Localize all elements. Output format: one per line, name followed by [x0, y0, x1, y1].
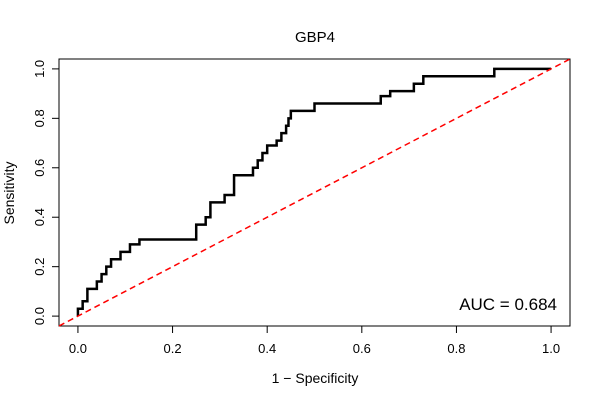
- x-axis-label: 1 − Specificity: [272, 370, 359, 386]
- y-tick-label: 0.2: [32, 258, 47, 276]
- auc-annotation: AUC = 0.684: [459, 295, 557, 314]
- x-tick-label: 1.0: [542, 341, 560, 356]
- y-axis: 0.0 0.2 0.4 0.6 0.8 1.0: [32, 60, 60, 325]
- y-axis-label: Sensitivity: [1, 161, 17, 224]
- y-tick-label: 0.6: [32, 159, 47, 177]
- y-tick-label: 1.0: [32, 60, 47, 78]
- x-tick-label: 0.8: [447, 341, 465, 356]
- series-layer: [58, 58, 571, 327]
- chart-title: GBP4: [295, 29, 335, 46]
- y-tick-label: 0.4: [32, 208, 47, 226]
- x-tick-label: 0.6: [353, 341, 371, 356]
- roc-curve: [76, 67, 552, 317]
- x-tick-label: 0.2: [164, 341, 182, 356]
- y-tick-label: 0.0: [32, 307, 47, 325]
- x-axis: 0.0 0.2 0.4 0.6 0.8 1.0: [69, 325, 560, 356]
- reference-diagonal: [58, 58, 571, 327]
- x-tick-label: 0.4: [258, 341, 276, 356]
- y-tick-label: 0.8: [32, 109, 47, 127]
- x-tick-label: 0.0: [69, 341, 87, 356]
